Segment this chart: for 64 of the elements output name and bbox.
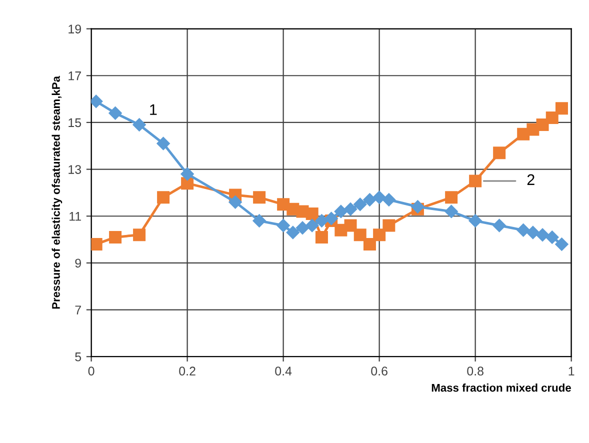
point xyxy=(372,190,386,204)
point xyxy=(555,238,568,251)
point xyxy=(91,94,103,108)
y-tick-label: 9 xyxy=(75,258,81,268)
annotation: 2 xyxy=(527,174,534,185)
point xyxy=(276,218,290,232)
point xyxy=(156,136,170,150)
y-tick-label: 13 xyxy=(68,165,82,174)
point xyxy=(306,208,318,220)
x-tick-label: 0.8 xyxy=(467,366,484,376)
x-tick-label: 0 xyxy=(88,366,94,376)
point xyxy=(228,195,242,209)
point xyxy=(108,106,122,120)
point xyxy=(492,218,506,232)
point xyxy=(526,226,540,240)
point xyxy=(411,200,424,214)
point xyxy=(252,214,266,228)
point xyxy=(334,204,348,218)
point xyxy=(306,218,319,232)
point xyxy=(109,230,122,244)
annotation: 1 xyxy=(150,104,157,115)
y-tick-label: 19 xyxy=(68,24,81,34)
point xyxy=(373,228,386,242)
point xyxy=(382,219,396,232)
point xyxy=(546,112,558,124)
point xyxy=(363,193,376,206)
y-tick-label: 7 xyxy=(75,306,81,314)
point xyxy=(157,191,170,204)
point xyxy=(516,224,530,237)
y-tick-label: 11 xyxy=(70,212,81,221)
point xyxy=(344,202,358,216)
point xyxy=(286,226,300,240)
point xyxy=(133,228,146,242)
x-tick-label: 0.2 xyxy=(179,366,196,376)
point xyxy=(468,214,482,228)
point xyxy=(555,102,568,115)
point xyxy=(315,230,328,244)
point xyxy=(253,191,266,204)
point xyxy=(445,191,458,204)
y-tick-label: 15 xyxy=(68,118,82,128)
point xyxy=(354,198,367,211)
point xyxy=(363,238,376,250)
point xyxy=(382,193,396,206)
point xyxy=(536,228,550,242)
point xyxy=(132,118,146,132)
point xyxy=(354,228,366,242)
x-tick-label: 0.6 xyxy=(371,366,388,376)
point xyxy=(91,238,102,250)
point xyxy=(444,204,458,218)
point xyxy=(493,146,506,160)
point xyxy=(180,167,194,181)
x-axis-title: Mass fraction mixed crude xyxy=(432,384,571,392)
point xyxy=(315,214,328,228)
point xyxy=(469,174,482,188)
point xyxy=(536,118,549,132)
point xyxy=(296,221,310,234)
x-tick-label: 0.4 xyxy=(275,366,292,376)
point xyxy=(546,230,559,244)
point xyxy=(344,219,357,232)
y-axis-title: Pressure of elasticity ofsaturated steam,kPa xyxy=(52,76,62,309)
x-tick-label: 1 xyxy=(568,366,574,376)
y-tick-label: 17 xyxy=(68,72,81,80)
point xyxy=(324,212,338,226)
y-tick-label: 5 xyxy=(75,352,82,362)
